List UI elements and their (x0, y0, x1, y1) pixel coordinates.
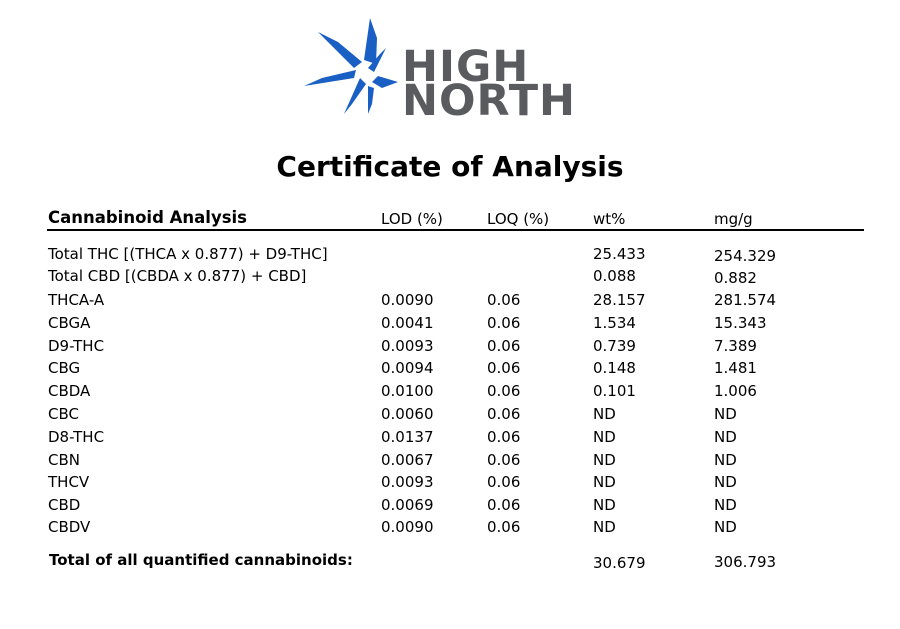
row-loq: 0.06 (487, 314, 521, 332)
column-header-mg: mg/g (714, 210, 753, 228)
row-lod: 0.0090 (381, 291, 434, 309)
row-name: D9-THC (48, 337, 105, 355)
brand-line1: HIGH (402, 42, 530, 92)
row-lod: 0.0093 (381, 337, 434, 355)
row-wt: 0.088 (593, 267, 636, 285)
row-loq: 0.06 (487, 337, 521, 355)
row-mg: 281.574 (714, 291, 777, 309)
row-wt: 1.534 (593, 314, 636, 332)
column-header-lod: LOD (%) (381, 210, 443, 228)
row-wt: 25.433 (593, 245, 646, 263)
row-name: CBN (48, 451, 80, 469)
total-label: Total of all quantified cannabinoids: (49, 551, 353, 569)
row-loq: 0.06 (487, 473, 521, 491)
cannabis-leaf-icon (304, 18, 398, 114)
row-loq: 0.06 (487, 496, 521, 514)
brand-logo: HIGH NORTH (302, 16, 575, 128)
row-wt: ND (593, 451, 616, 469)
row-name: Total THC [(THCA x 0.877) + D9-THC] (48, 245, 328, 263)
row-lod: 0.0060 (381, 405, 434, 423)
row-wt: ND (593, 473, 616, 491)
total-mg: 306.793 (714, 553, 777, 571)
row-mg: 0.882 (714, 269, 757, 287)
total-wt: 30.679 (593, 554, 646, 572)
row-name: CBGA (48, 314, 91, 332)
table-row: CBG 0.0094 0.06 0.148 1.481 (0, 359, 900, 381)
row-mg: 254.329 (714, 247, 777, 265)
row-name: D8-THC (48, 428, 105, 446)
table-row: CBD 0.0069 0.06 ND ND (0, 496, 900, 518)
row-name: CBG (48, 359, 81, 377)
row-mg: ND (714, 518, 737, 536)
row-name: CBD (48, 496, 81, 514)
row-name: THCV (48, 473, 90, 491)
column-header-loq: LOQ (%) (487, 210, 550, 228)
table-row: CBN 0.0067 0.06 ND ND (0, 451, 900, 473)
row-lod: 0.0137 (381, 428, 434, 446)
row-wt: ND (593, 405, 616, 423)
table-row: THCV 0.0093 0.06 ND ND (0, 473, 900, 495)
row-mg: 7.389 (714, 337, 757, 355)
row-lod: 0.0067 (381, 451, 434, 469)
row-mg: 1.481 (714, 359, 757, 377)
row-name: Total CBD [(CBDA x 0.877) + CBD] (48, 267, 307, 285)
table-row: D8-THC 0.0137 0.06 ND ND (0, 428, 900, 450)
row-lod: 0.0093 (381, 473, 434, 491)
row-lod: 0.0069 (381, 496, 434, 514)
brand-line2: NORTH (402, 76, 577, 126)
row-loq: 0.06 (487, 382, 521, 400)
row-loq: 0.06 (487, 405, 521, 423)
row-loq: 0.06 (487, 428, 521, 446)
table-row: CBGA 0.0041 0.06 1.534 15.343 (0, 314, 900, 336)
row-wt: 0.739 (593, 337, 636, 355)
brand-wordmark: HIGH NORTH (402, 42, 577, 126)
page-title: Certificate of Analysis (276, 150, 624, 183)
table-row: THCA-A 0.0090 0.06 28.157 281.574 (0, 291, 900, 313)
column-header-wt: wt% (593, 210, 626, 228)
row-lod: 0.0094 (381, 359, 434, 377)
row-loq: 0.06 (487, 451, 521, 469)
row-lod: 0.0041 (381, 314, 434, 332)
row-lod: 0.0090 (381, 518, 434, 536)
header-divider (47, 229, 864, 231)
row-name: THCA-A (48, 291, 105, 309)
summary-row: Total THC [(THCA x 0.877) + D9-THC] 25.4… (0, 245, 900, 267)
row-mg: ND (714, 451, 737, 469)
row-loq: 0.06 (487, 291, 521, 309)
table-row: CBC 0.0060 0.06 ND ND (0, 405, 900, 427)
row-mg: 1.006 (714, 382, 757, 400)
row-wt: ND (593, 428, 616, 446)
row-name: CBDV (48, 518, 91, 536)
row-lod: 0.0100 (381, 382, 434, 400)
table-row: D9-THC 0.0093 0.06 0.739 7.389 (0, 337, 900, 359)
row-mg: ND (714, 473, 737, 491)
row-mg: ND (714, 496, 737, 514)
row-mg: 15.343 (714, 314, 767, 332)
row-name: CBDA (48, 382, 91, 400)
row-mg: ND (714, 405, 737, 423)
row-loq: 0.06 (487, 359, 521, 377)
summary-row: Total CBD [(CBDA x 0.877) + CBD] 0.088 0… (0, 267, 900, 289)
row-loq: 0.06 (487, 518, 521, 536)
row-wt: 28.157 (593, 291, 646, 309)
row-mg: ND (714, 428, 737, 446)
row-wt: ND (593, 518, 616, 536)
section-heading: Cannabinoid Analysis (48, 208, 247, 227)
row-name: CBC (48, 405, 79, 423)
row-wt: 0.101 (593, 382, 636, 400)
table-row: CBDA 0.0100 0.06 0.101 1.006 (0, 382, 900, 404)
row-wt: ND (593, 496, 616, 514)
row-wt: 0.148 (593, 359, 636, 377)
table-row: CBDV 0.0090 0.06 ND ND (0, 518, 900, 540)
